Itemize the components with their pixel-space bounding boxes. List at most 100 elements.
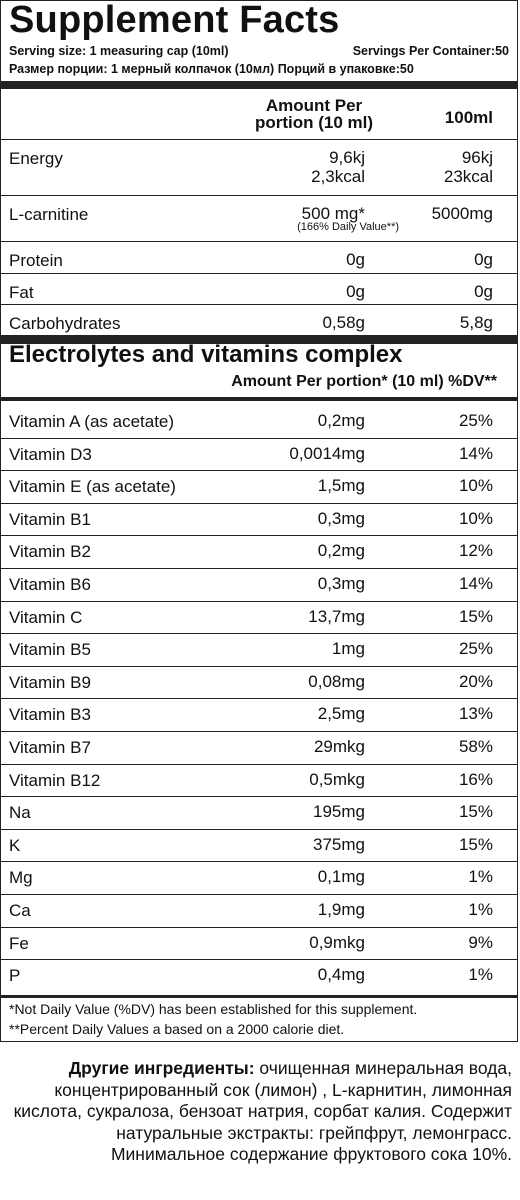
vitamin-amount: 0,2mg xyxy=(317,541,365,561)
vitamin-name: Vitamin B7 xyxy=(9,738,91,757)
vitamin-name: Vitamin B5 xyxy=(9,640,91,660)
vitamin-name: Vitamin E (as acetate) xyxy=(9,477,176,497)
vitamin-row: K 375mg 15% xyxy=(1,829,517,862)
vitamin-dv: 58% xyxy=(458,737,493,756)
vitamin-amount: 1mg xyxy=(331,639,365,659)
nutrient-portion: 0g xyxy=(346,282,365,301)
nutrient-portion: 500 mg* xyxy=(301,204,365,223)
divider xyxy=(1,568,517,569)
nutrient-per-100ml: 5000mg xyxy=(431,204,493,223)
vitamin-amount: 0,2mg xyxy=(317,411,365,430)
nutrient-row: Protein 0g 0g xyxy=(1,241,517,273)
vitamin-dv: 15% xyxy=(458,834,493,854)
nutrient-name: L-carnitine xyxy=(9,205,89,224)
nutrient-per-100ml: 5,8g xyxy=(459,313,493,332)
divider xyxy=(1,828,517,830)
vitamin-dv: 12% xyxy=(458,541,493,561)
divider xyxy=(1,959,517,961)
vitamin-row: Vitamin B12 0,5mkg 16% xyxy=(1,764,517,797)
vitamin-row: Vitamin B1 0,3mg 10% xyxy=(1,503,517,536)
vitamin-dv: 1% xyxy=(468,867,493,887)
vitamin-amount: 0,5mkg xyxy=(309,769,365,789)
vitamin-dv: 10% xyxy=(458,476,493,496)
divider xyxy=(1,633,517,635)
vitamin-row: Vitamin B2 0,2mg 12% xyxy=(1,535,517,568)
vitamin-name: Vitamin B12 xyxy=(9,770,101,790)
vitamin-amount: 1,9mg xyxy=(317,900,365,919)
vitamin-amount: 0,3mg xyxy=(317,574,365,593)
complex-title: Electrolytes and vitamins complex xyxy=(9,341,403,368)
vitamin-amount: 0,1mg xyxy=(317,867,365,887)
footnote-2: **Percent Daily Values a based on a 2000… xyxy=(9,1021,345,1037)
footnote-1: *Not Daily Value (%DV) has been establis… xyxy=(9,1001,418,1017)
divider xyxy=(1,502,517,504)
divider xyxy=(1,796,517,798)
vitamin-dv: 25% xyxy=(458,411,493,430)
vitamin-row: Vitamin E (as acetate) 1,5mg 10% xyxy=(1,470,517,503)
divider xyxy=(1,535,517,537)
nutrient-name: Carbohydrates xyxy=(9,314,121,333)
nutrient-per-100ml: 0g xyxy=(474,282,493,301)
vitamin-dv: 25% xyxy=(458,639,493,659)
nutrient-name: Protein xyxy=(9,251,63,270)
vitamin-amount: 375mg xyxy=(313,834,365,854)
divider xyxy=(1,861,517,863)
vitamin-name: Vitamin D3 xyxy=(9,444,92,464)
divider xyxy=(1,600,517,602)
complex-subheader: Amount Per portion* (10 ml) %DV** xyxy=(231,373,497,390)
vitamin-name: Ca xyxy=(9,901,31,920)
vitamin-row: P 0,4mg 1% xyxy=(1,959,517,992)
nutrient-portion-2: 2,3kcal xyxy=(311,167,365,186)
vitamin-dv: 20% xyxy=(458,671,493,691)
serving-line-en: Serving size: 1 measuring cap (10ml) Ser… xyxy=(9,43,509,59)
divider xyxy=(1,195,517,196)
divider xyxy=(1,139,517,140)
vitamin-amount: 0,9mkg xyxy=(309,932,365,952)
vitamin-name: Vitamin B9 xyxy=(9,672,91,692)
vitamin-amount: 0,3mg xyxy=(317,508,365,528)
vitamin-row: Vitamin D3 0,0014mg 14% xyxy=(1,438,517,471)
vitamin-dv: 10% xyxy=(458,508,493,528)
nutrient-per-100ml-2: 23kcal xyxy=(443,167,493,186)
thick-divider xyxy=(1,335,517,344)
nutrient-name: Fat xyxy=(9,283,34,302)
nutrient-portion: 0g xyxy=(346,250,365,269)
divider xyxy=(1,241,517,242)
vitamin-row: Vitamin B9 0,08mg 20% xyxy=(1,666,517,699)
vitamin-name: K xyxy=(9,835,21,855)
vitamin-amount: 2,5mg xyxy=(317,704,365,724)
nutrient-row: Energy 9,6kj 2,3kcal 96kj 23kcal xyxy=(1,139,517,195)
divider xyxy=(1,763,517,765)
vitamin-amount: 195mg xyxy=(313,802,365,822)
vitamin-amount: 0,08mg xyxy=(308,671,365,691)
vitamin-dv: 1% xyxy=(468,900,493,919)
vitamin-row: Fe 0,9mkg 9% xyxy=(1,927,517,960)
supplement-facts-panel: Supplement Facts Serving size: 1 measuri… xyxy=(0,0,518,1042)
nutrient-row: Carbohydrates 0,58g 5,8g xyxy=(1,304,517,335)
vitamin-row: Vitamin B6 0,3mg 14% xyxy=(1,568,517,601)
vitamin-dv: 9% xyxy=(468,932,493,952)
column-header-100ml: 100ml xyxy=(444,108,493,127)
divider xyxy=(1,397,517,401)
vitamin-name: Na xyxy=(9,803,31,823)
vitamin-row: Mg 0,1mg 1% xyxy=(1,861,517,894)
serving-size-en: Serving size: 1 measuring cap (10ml) xyxy=(9,44,229,58)
vitamin-name: Vitamin B2 xyxy=(9,542,91,562)
vitamin-row: Vitamin B3 2,5mg 13% xyxy=(1,698,517,731)
divider xyxy=(1,995,517,998)
other-ingredients: Другие ингредиенты: очищенная минеральна… xyxy=(12,1058,512,1166)
divider xyxy=(1,273,517,274)
vitamin-amount: 0,0014mg xyxy=(289,443,365,463)
vitamin-row: Vitamin B7 29mkg 58% xyxy=(1,731,517,764)
vitamin-name: Vitamin C xyxy=(9,607,83,627)
vitamin-dv: 14% xyxy=(458,443,493,463)
ingredients-text: очищенная минеральная вода, концентриров… xyxy=(13,1058,512,1164)
divider xyxy=(1,926,517,928)
vitamin-dv: 16% xyxy=(458,769,493,789)
divider xyxy=(1,698,517,700)
nutrient-per-100ml: 0g xyxy=(474,250,493,269)
vitamin-amount: 29mkg xyxy=(313,737,365,756)
vitamin-name: Mg xyxy=(9,868,33,888)
vitamin-row: Vitamin C 13,7mg 15% xyxy=(1,601,517,634)
nutrient-per-100ml: 96kj xyxy=(461,148,493,167)
